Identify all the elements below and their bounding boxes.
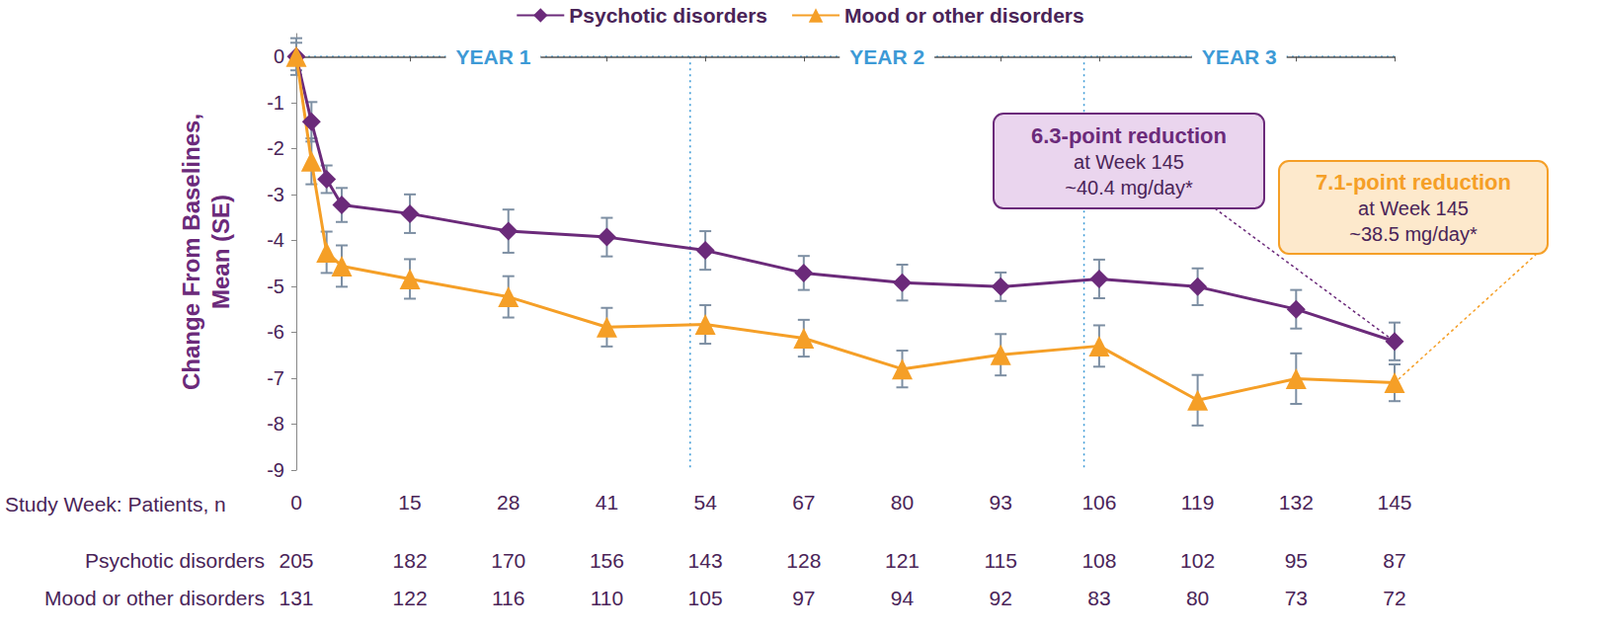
svg-text:Mood or other disorders: Mood or other disorders [844, 3, 1085, 27]
svg-text:131: 131 [278, 586, 314, 610]
svg-text:80: 80 [1186, 586, 1209, 610]
svg-text:28: 28 [496, 490, 520, 514]
svg-text:YEAR 1: YEAR 1 [455, 45, 531, 69]
svg-text:41: 41 [595, 490, 619, 514]
svg-text:-8: -8 [266, 412, 285, 435]
svg-text:121: 121 [884, 549, 920, 572]
svg-text:-1: -1 [266, 91, 285, 114]
svg-text:116: 116 [491, 586, 525, 610]
svg-text:132: 132 [1279, 490, 1314, 514]
svg-text:-2: -2 [266, 137, 285, 160]
svg-text:Psychotic disorders: Psychotic disorders [568, 3, 768, 27]
svg-text:105: 105 [688, 586, 723, 610]
svg-text:80: 80 [890, 490, 914, 514]
svg-text:at Week 145: at Week 145 [1073, 151, 1185, 173]
svg-text:128: 128 [786, 549, 821, 572]
svg-text:YEAR 2: YEAR 2 [849, 45, 925, 69]
svg-text:92: 92 [989, 586, 1013, 610]
svg-text:95: 95 [1284, 549, 1308, 572]
svg-text:106: 106 [1081, 490, 1117, 514]
svg-text:110: 110 [590, 586, 624, 610]
svg-text:-3: -3 [266, 183, 285, 206]
svg-text:115: 115 [983, 549, 1017, 572]
svg-text:83: 83 [1087, 586, 1111, 610]
svg-text:94: 94 [890, 586, 915, 610]
svg-text:97: 97 [792, 586, 815, 610]
svg-text:~38.5 mg/day*: ~38.5 mg/day* [1349, 223, 1478, 245]
svg-text:at Week 145: at Week 145 [1358, 197, 1469, 220]
svg-text:15: 15 [398, 490, 421, 514]
svg-text:Mood or other disorders: Mood or other disorders [44, 586, 265, 610]
svg-text:Study Week: Patients, n: Study Week: Patients, n [4, 492, 227, 516]
svg-text:73: 73 [1284, 586, 1308, 610]
svg-text:156: 156 [589, 549, 625, 572]
svg-text:72: 72 [1382, 586, 1406, 610]
svg-text:54: 54 [693, 490, 718, 514]
svg-text:Psychotic disorders: Psychotic disorders [84, 549, 265, 572]
svg-text:170: 170 [490, 549, 526, 572]
svg-text:-7: -7 [266, 367, 285, 390]
svg-text:-4: -4 [266, 229, 285, 251]
svg-text:143: 143 [688, 549, 723, 572]
svg-text:0: 0 [290, 490, 303, 514]
svg-text:0: 0 [273, 45, 285, 68]
svg-text:-5: -5 [266, 275, 285, 298]
svg-text:145: 145 [1376, 490, 1412, 514]
svg-text:Change From Baselines,: Change From Baselines, [177, 113, 205, 391]
svg-text:119: 119 [1181, 490, 1214, 514]
svg-text:93: 93 [989, 490, 1013, 514]
svg-text:-9: -9 [266, 459, 285, 481]
svg-text:122: 122 [393, 586, 428, 610]
svg-text:YEAR 3: YEAR 3 [1201, 45, 1278, 69]
svg-text:7.1-point reduction: 7.1-point reduction [1315, 169, 1512, 195]
svg-text:182: 182 [393, 549, 428, 572]
svg-text:Mean (SE): Mean (SE) [207, 194, 235, 310]
svg-text:67: 67 [792, 490, 815, 514]
svg-text:205: 205 [278, 549, 314, 572]
svg-text:87: 87 [1382, 549, 1406, 572]
svg-text:-6: -6 [266, 320, 285, 343]
svg-text:6.3-point reduction: 6.3-point reduction [1031, 123, 1227, 149]
svg-text:108: 108 [1081, 549, 1117, 572]
svg-text:~40.4 mg/day*: ~40.4 mg/day* [1064, 176, 1194, 199]
svg-text:102: 102 [1180, 549, 1215, 572]
